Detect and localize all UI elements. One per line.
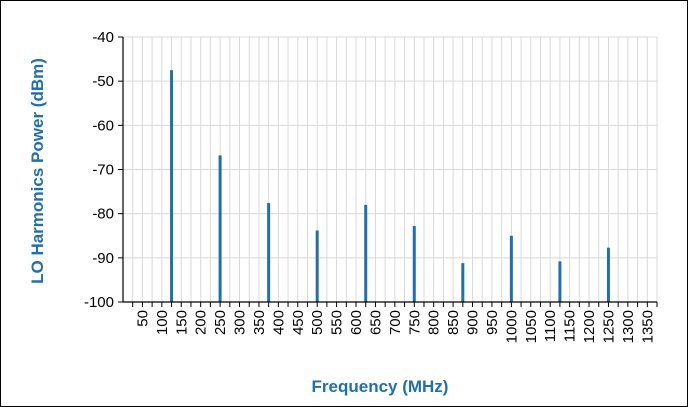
bar: [315, 230, 319, 302]
x-tick-label: 1350: [639, 310, 656, 343]
y-tick-label: -60: [92, 117, 114, 134]
x-tick-label: 500: [309, 310, 326, 335]
y-tick-label: -100: [84, 294, 114, 311]
x-tick-label: 400: [270, 310, 287, 335]
x-tick-label: 200: [193, 310, 210, 335]
bar: [509, 235, 513, 302]
y-axis-title: LO Harmonics Power (dBm): [28, 58, 47, 284]
bar: [606, 247, 610, 302]
x-tick-label: 50: [134, 310, 151, 327]
y-tick-label: -90: [92, 250, 114, 267]
x-tick-label: 550: [329, 310, 346, 335]
x-tick-label: 150: [173, 310, 190, 335]
x-tick-label: 1250: [600, 310, 617, 343]
x-tick-labels: 50 100 150 200 250 300 350 400 450 500 550 600 650 70…: [134, 310, 656, 343]
y-tick-label: -40: [92, 29, 114, 46]
x-tick-label: 750: [406, 310, 423, 335]
y-tick-label: -50: [92, 73, 114, 90]
x-tick-label: 300: [232, 310, 249, 335]
bar: [461, 263, 465, 302]
x-tick-label: 350: [251, 310, 268, 335]
x-axis-title: Frequency (MHz): [312, 377, 449, 396]
x-tick-label: 800: [426, 310, 443, 335]
bar: [170, 70, 174, 302]
axes: [118, 36, 658, 307]
x-tick-label: 1200: [581, 310, 598, 343]
x-tick-label: 900: [465, 310, 482, 335]
x-tick-label: 600: [348, 310, 365, 335]
bar: [364, 204, 368, 302]
y-tick-label: -80: [92, 206, 114, 223]
x-tick-label: 250: [212, 310, 229, 335]
x-tick-label: 1100: [542, 310, 559, 342]
x-tick-label: 1000: [503, 310, 520, 343]
bar: [267, 203, 271, 302]
y-tick-label: -70: [92, 162, 114, 179]
y-tick-labels: -100 -90 -80 -70 -60 -50 -40: [84, 29, 114, 311]
bar: [218, 155, 222, 302]
grid: [123, 36, 658, 303]
x-tick-label: 650: [367, 310, 384, 335]
x-tick-label: 950: [484, 310, 501, 335]
x-tick-label: 450: [290, 310, 307, 335]
x-tick-label: 1050: [523, 310, 540, 343]
bar: [412, 226, 416, 302]
x-tick-label: 100: [154, 310, 171, 335]
x-tick-label: 1300: [620, 310, 637, 343]
x-tick-label: 1150: [562, 310, 579, 342]
bar: [558, 261, 562, 302]
bars: [170, 70, 610, 302]
x-tick-label: 700: [387, 310, 404, 335]
x-tick-label: 850: [445, 310, 462, 335]
